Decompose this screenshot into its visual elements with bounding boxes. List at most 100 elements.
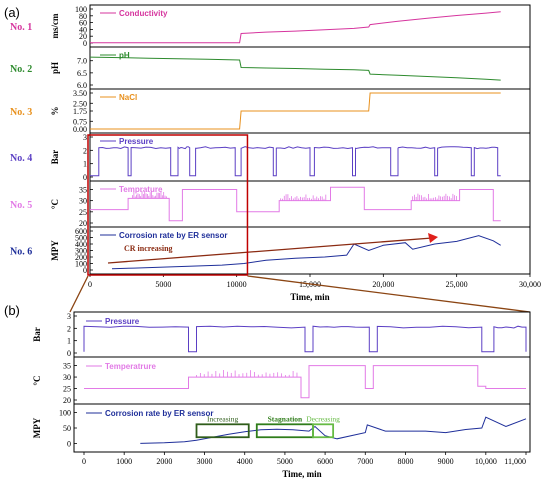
- a-subplot-4-ticklabel-1: 1: [83, 160, 87, 169]
- a-subplot-5-noise-2: [412, 193, 457, 201]
- a-subplot-6-row-label: No. 6: [10, 247, 32, 258]
- zoom-connector-left: [69, 275, 89, 313]
- b-xticklabel-7: 7000: [357, 457, 373, 466]
- a-subplot-2-ylabel: pH: [50, 62, 60, 74]
- a-subplot-4-legend-text: Pressure: [119, 137, 154, 146]
- b-subplot-3-legend-text: Corrosion rate by ER sensor: [105, 409, 213, 418]
- a-subplot-6-ticklabel-2: 200: [75, 253, 87, 262]
- a-subplot-6-cr-arrow-head: [428, 233, 438, 243]
- a-subplot-4-ylabel: Bar: [50, 150, 60, 165]
- a-subplot-1-ticklabel-1: 20: [79, 32, 87, 41]
- a-subplot-6-ticklabel-0: 0: [83, 266, 87, 275]
- a-subplot-3-legend-text: NaCl: [119, 93, 137, 102]
- a-subplot-1-ticklabel-4: 80: [79, 12, 87, 21]
- a-subplot-5-row-label: No. 5: [10, 200, 32, 211]
- a-subplot-5-legend-text: Temprature: [119, 185, 163, 194]
- a-xticklabel-6: 30,000: [519, 280, 541, 289]
- a-subplot-3-line: [90, 92, 501, 130]
- zoom-connector-right: [247, 275, 531, 313]
- a-subplot-2-line: [89, 56, 501, 81]
- b-subplot-2-legend-text: Temperatrure: [105, 362, 157, 371]
- a-subplot-5-ticklabel-3: 35: [79, 185, 87, 194]
- b-subplot-3-ticklabel-0: 0: [67, 439, 71, 448]
- b-subplot-1-ticklabel-3: 3: [67, 312, 71, 321]
- a-subplot-1-row-label: No. 1: [10, 22, 32, 33]
- panel-label-a: (a): [4, 5, 20, 20]
- b-xticklabel-9: 9000: [438, 457, 454, 466]
- a-subplot-6-ticklabel-1: 100: [75, 260, 87, 269]
- b-subplot-2-ticklabel-1: 25: [63, 385, 71, 394]
- a-subplot-1-legend-text: Conductivity: [119, 9, 168, 18]
- b-subplot-1-ylabel: Bar: [32, 327, 42, 342]
- a-subplot-6-ticklabel-4: 400: [75, 240, 87, 249]
- b-xticklabel-4: 4000: [237, 457, 253, 466]
- a-subplot-6-annotation: CR increasing: [124, 244, 173, 253]
- a-subplot-2-frame: [89, 46, 531, 90]
- a-subplot-4-row-label: No. 4: [10, 153, 32, 164]
- a-subplot-3-ticklabel-1: 0.75: [73, 117, 87, 126]
- a-subplot-3-ticklabel-4: 3.50: [73, 89, 87, 98]
- b-subplot-2-ylabel: °C: [32, 375, 42, 385]
- b-subplot-3-ylabel: MPY: [32, 417, 42, 438]
- a-subplot-1-ticklabel-0: 0: [83, 39, 87, 48]
- a-subplot-1-ylabel: ms/cm: [50, 13, 60, 38]
- a-subplot-2-ticklabel-2: 7.0: [77, 57, 87, 66]
- b-xlabel: Time, min: [282, 469, 321, 479]
- a-xticklabel-1: 5000: [155, 280, 171, 289]
- b-subplot-2-ticklabel-3: 35: [63, 362, 71, 371]
- a-subplot-1-ticklabel-3: 60: [79, 19, 87, 28]
- a-subplot-3-row-label: No. 3: [10, 107, 32, 118]
- a-subplot-2-ticklabel-1: 6.5: [77, 69, 87, 78]
- a-highlight-box: [87, 134, 249, 276]
- a-subplot-6-ticklabel-5: 500: [75, 234, 87, 243]
- b-xticklabel-2: 2000: [156, 457, 172, 466]
- b-subplot-1-ticklabel-0: 0: [67, 349, 71, 358]
- b-xticklabel-8: 8000: [397, 457, 413, 466]
- a-subplot-5-line: [90, 186, 501, 222]
- b-subplot-1-frame: [73, 311, 531, 358]
- a-subplot-1-ticklabel-5: 100: [75, 5, 87, 14]
- b-subplot-3-annotation-0: Increasing: [207, 414, 238, 423]
- b-xticklabel-3: 3000: [197, 457, 213, 466]
- a-subplot-1-ticklabel-2: 40: [79, 25, 87, 34]
- a-subplot-3-ticklabel-0: 0.00: [73, 125, 87, 134]
- a-subplot-1-line: [90, 11, 501, 44]
- a-xticklabel-5: 25,000: [446, 280, 468, 289]
- b-subplot-2-line: [84, 365, 526, 399]
- b-subplot-1-ticklabel-1: 1: [67, 337, 71, 346]
- a-subplot-4-ticklabel-3: 3: [83, 133, 87, 142]
- b-subplot-3-annotation-1: Stagnation: [268, 414, 303, 423]
- a-subplot-5-ticklabel-0: 20: [79, 219, 87, 228]
- b-subplot-2-ticklabel-0: 20: [63, 396, 71, 405]
- b-subplot-1-ticklabel-2: 2: [67, 324, 71, 333]
- a-subplot-6-ticklabel-3: 300: [75, 247, 87, 256]
- a-subplot-2-ticklabel-0: 6.0: [77, 81, 87, 90]
- a-subplot-4-ticklabel-2: 2: [83, 146, 87, 155]
- b-xticklabel-5: 5000: [277, 457, 293, 466]
- a-subplot-6-legend-text: Corrosion rate by ER sensor: [119, 231, 227, 240]
- a-xticklabel-4: 20,000: [372, 280, 394, 289]
- a-subplot-5-noise-1: [280, 194, 327, 201]
- b-xticklabel-6: 6000: [317, 457, 333, 466]
- a-subplot-6-line: [111, 235, 501, 270]
- b-subplot-1-line: [83, 325, 527, 353]
- a-subplot-4-line: [90, 146, 501, 177]
- a-subplot-6-ticklabel-6: 600: [75, 227, 87, 236]
- a-subplot-6-cr-arrow-line: [107, 237, 433, 264]
- a-xticklabel-0: 0: [88, 280, 92, 289]
- a-subplot-5-ylabel: °C: [50, 199, 60, 209]
- panel-label-b: (b): [4, 303, 20, 318]
- b-subplot-3-ticklabel-2: 100: [59, 409, 71, 418]
- b-subplot-3-box-0: [195, 423, 250, 439]
- a-xlabel: Time, min: [290, 292, 329, 302]
- a-subplot-3-ticklabel-2: 1.75: [73, 107, 87, 116]
- b-xticklabel-11: 11,000: [504, 457, 526, 466]
- a-subplot-3-ticklabel-3: 2.50: [73, 99, 87, 108]
- a-subplot-4-ticklabel-0: 0: [83, 173, 87, 182]
- b-subplot-3-ticklabel-1: 50: [63, 424, 71, 433]
- a-subplot-2-row-label: No. 2: [10, 64, 32, 75]
- b-xticklabel-10: 10,000: [475, 457, 497, 466]
- a-subplot-5-ticklabel-2: 30: [79, 197, 87, 206]
